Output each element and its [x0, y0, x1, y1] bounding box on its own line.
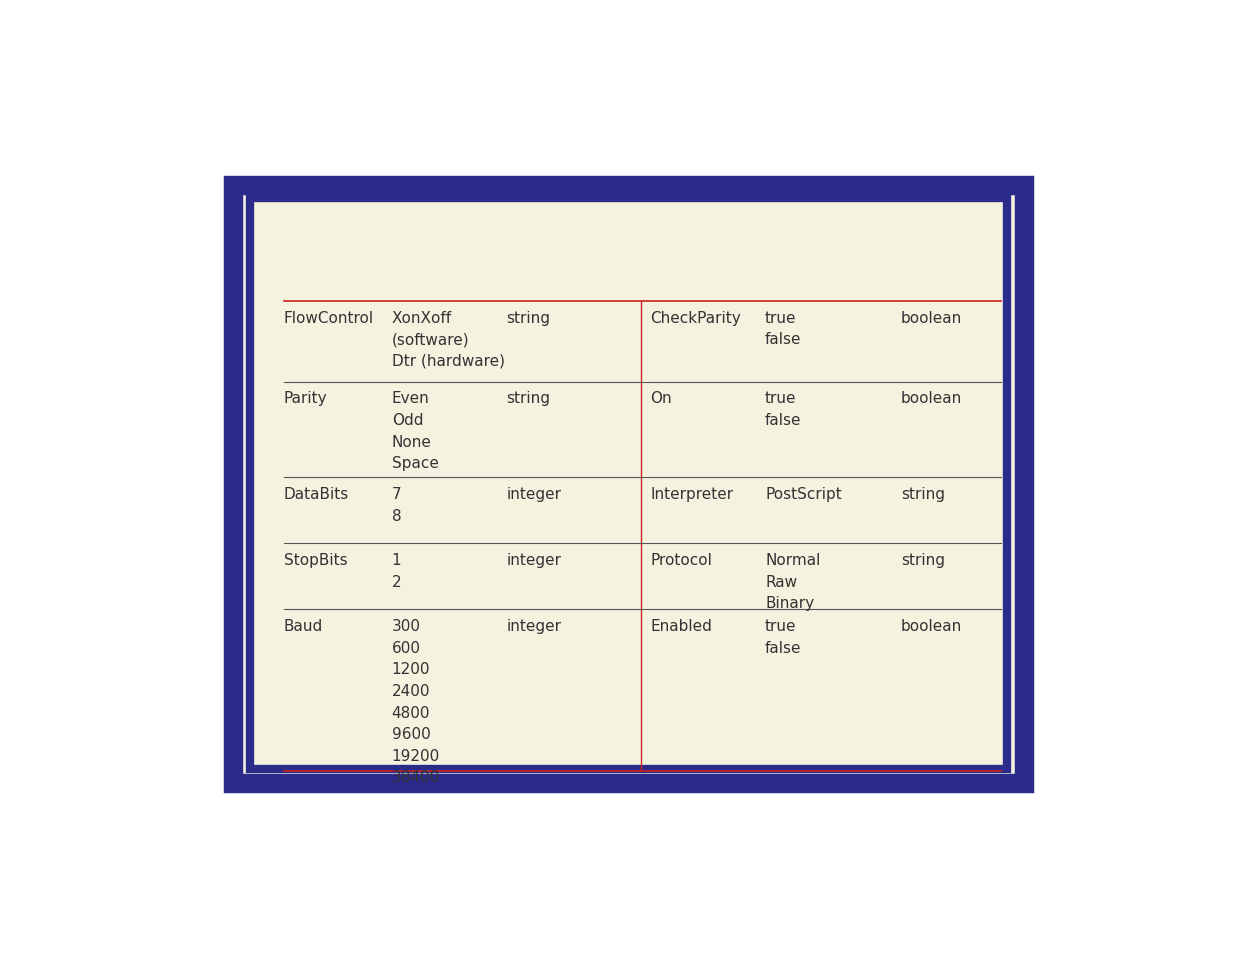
Text: Interpreter: Interpreter [650, 486, 734, 501]
Text: PostScript: PostScript [764, 486, 842, 501]
Text: Parity: Parity [284, 391, 327, 406]
Text: integer: integer [506, 486, 562, 501]
Text: string: string [506, 391, 551, 406]
Text: Enabled: Enabled [650, 618, 713, 634]
Text: boolean: boolean [900, 391, 962, 406]
Text: 1
2: 1 2 [391, 553, 401, 589]
Text: boolean: boolean [900, 311, 962, 325]
Text: string: string [900, 486, 945, 501]
Text: true
false: true false [764, 618, 802, 655]
Text: integer: integer [506, 618, 562, 634]
Text: 300
600
1200
2400
4800
9600
19200
38400: 300 600 1200 2400 4800 9600 19200 38400 [391, 618, 440, 784]
Text: boolean: boolean [900, 618, 962, 634]
Text: Even
Odd
None
Space: Even Odd None Space [391, 391, 438, 471]
Text: string: string [506, 311, 551, 325]
Text: Normal
Raw
Binary: Normal Raw Binary [764, 553, 820, 611]
Text: true
false: true false [764, 391, 802, 428]
Text: XonXoff
(software)
Dtr (hardware): XonXoff (software) Dtr (hardware) [391, 311, 505, 369]
Text: true
false: true false [764, 311, 802, 347]
Text: 7
8: 7 8 [391, 486, 401, 523]
Bar [251, 198, 1007, 769]
Text: Baud: Baud [284, 618, 322, 634]
Text: string: string [900, 553, 945, 567]
Bar [233, 186, 1024, 782]
Text: integer: integer [506, 553, 562, 567]
Text: CheckParity: CheckParity [650, 311, 741, 325]
Text: StopBits: StopBits [284, 553, 347, 567]
Bar [233, 186, 1024, 782]
Text: FlowControl: FlowControl [284, 311, 374, 325]
Text: Protocol: Protocol [650, 553, 713, 567]
Text: DataBits: DataBits [284, 486, 348, 501]
Text: On: On [650, 391, 672, 406]
